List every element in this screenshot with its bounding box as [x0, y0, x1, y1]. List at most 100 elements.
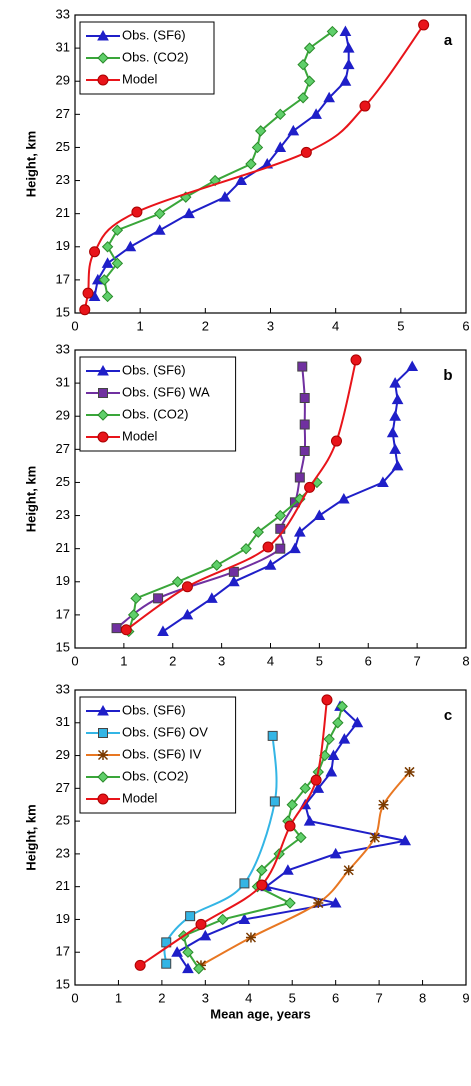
marker	[97, 749, 109, 761]
marker	[404, 766, 415, 777]
x-tick-label: 2	[202, 318, 209, 333]
marker	[303, 42, 316, 54]
x-tick-label: 6	[462, 318, 469, 333]
marker	[267, 730, 278, 741]
marker	[386, 426, 399, 438]
y-tick-label: 29	[56, 747, 70, 762]
x-tick-label: 4	[267, 653, 274, 668]
y-tick-label: 19	[56, 911, 70, 926]
marker	[245, 158, 257, 170]
legend-label: Model	[122, 790, 158, 805]
marker	[161, 958, 172, 969]
marker	[217, 913, 229, 926]
plot-frame	[74, 689, 467, 986]
marker	[303, 75, 316, 87]
marker	[282, 864, 294, 875]
marker	[289, 542, 301, 554]
y-tick-label: 27	[56, 780, 70, 795]
marker	[297, 58, 309, 71]
marker	[183, 207, 195, 219]
x-tick-label: 5	[289, 990, 296, 1005]
x-tick-label: 1	[115, 990, 122, 1005]
marker	[97, 793, 109, 805]
marker	[97, 431, 109, 443]
marker	[193, 962, 205, 975]
marker	[299, 393, 310, 404]
y-tick-label: 21	[56, 205, 70, 220]
marker	[227, 575, 240, 587]
series-line	[125, 359, 358, 631]
x-tick-label: 6	[365, 653, 372, 668]
marker	[342, 58, 355, 70]
marker	[182, 946, 194, 958]
marker	[297, 92, 309, 104]
marker	[287, 124, 300, 136]
legend-label: Model	[122, 71, 158, 86]
marker	[406, 360, 419, 372]
panel-label: b	[443, 367, 452, 384]
x-tick-label: 3	[218, 653, 225, 668]
marker	[238, 913, 251, 924]
marker	[262, 541, 274, 553]
marker	[300, 146, 312, 158]
marker	[157, 625, 169, 636]
x-tick-label: 3	[267, 318, 274, 333]
marker	[342, 42, 355, 53]
series-line	[127, 481, 318, 632]
marker	[284, 820, 296, 832]
marker	[303, 815, 316, 826]
marker	[97, 52, 109, 64]
marker	[181, 608, 194, 620]
marker	[101, 290, 114, 303]
marker	[343, 865, 354, 876]
y-tick-label: 31	[56, 714, 70, 729]
x-tick-label: 4	[245, 990, 252, 1005]
marker	[97, 29, 109, 41]
marker	[391, 393, 404, 405]
marker	[171, 576, 184, 588]
marker	[131, 206, 143, 218]
marker	[359, 100, 371, 112]
marker	[101, 257, 114, 268]
y-tick-label: 25	[56, 474, 70, 489]
y-tick-label: 33	[56, 6, 70, 21]
y-axis-label: Height, km	[23, 131, 38, 197]
y-tick-label: 15	[56, 639, 70, 654]
marker	[219, 191, 231, 202]
legend-label: Model	[122, 428, 158, 443]
marker	[284, 897, 296, 909]
y-tick-label: 23	[56, 172, 70, 187]
y-tick-label: 25	[56, 813, 70, 828]
legend-label: Obs. (SF6) WA	[122, 384, 210, 399]
marker	[389, 410, 401, 421]
legend-label: Obs. (SF6)	[122, 27, 186, 42]
y-tick-label: 15	[56, 304, 70, 319]
marker	[239, 878, 250, 889]
marker	[79, 304, 91, 316]
y-tick-label: 31	[56, 40, 70, 55]
marker	[82, 287, 94, 299]
marker	[153, 593, 164, 604]
legend-label: Obs. (SF6) OV	[122, 724, 208, 739]
y-tick-label: 17	[56, 271, 70, 286]
x-tick-label: 8	[419, 990, 426, 1005]
marker	[323, 91, 335, 103]
marker	[274, 108, 286, 121]
marker	[304, 481, 316, 493]
legend-label: Obs. (CO2)	[122, 768, 188, 783]
marker	[209, 174, 221, 187]
marker	[326, 25, 339, 38]
marker	[256, 879, 268, 891]
marker	[391, 459, 404, 471]
x-tick-label: 4	[332, 318, 339, 333]
y-tick-label: 19	[56, 573, 70, 588]
marker	[153, 224, 166, 235]
y-tick-label: 27	[56, 106, 70, 121]
marker	[206, 592, 218, 603]
marker	[101, 241, 114, 253]
y-axis-label: Height, km	[23, 466, 38, 532]
marker	[235, 174, 248, 186]
marker	[399, 834, 412, 846]
marker	[389, 377, 401, 388]
